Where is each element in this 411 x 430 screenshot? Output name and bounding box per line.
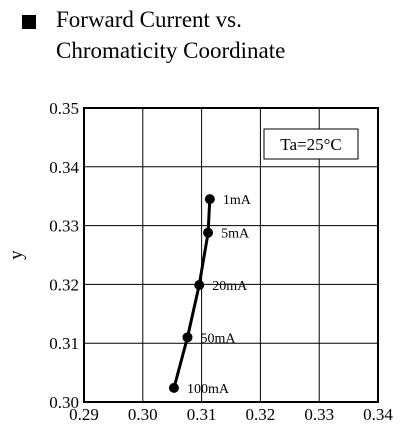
data-point-label: 1mA <box>223 193 252 208</box>
data-point-label: 50mA <box>200 331 236 346</box>
data-point <box>168 382 179 393</box>
title-line-1: Forward Current vs. <box>56 7 242 32</box>
data-point <box>203 227 214 238</box>
x-tick-label: 0.33 <box>304 405 334 424</box>
x-tick-label: 0.30 <box>128 405 158 424</box>
bullet-square-icon <box>22 15 36 29</box>
x-tick-label: 0.32 <box>246 405 276 424</box>
data-point <box>204 194 215 205</box>
data-point-label: 5mA <box>221 227 250 242</box>
data-point <box>182 332 193 343</box>
plot-frame <box>83 107 379 403</box>
annotation-text: Ta=25°C <box>280 135 341 154</box>
y-tick-label: 0.32 <box>49 275 79 294</box>
y-tick-label: 0.34 <box>49 158 79 177</box>
y-tick-label: 0.30 <box>49 393 79 412</box>
axis-ticks: 0.29 0.30 0.31 0.32 0.33 0.340.300.310.320.33… <box>49 99 393 424</box>
y-tick-label: 0.31 <box>49 334 79 353</box>
y-tick-label: 0.33 <box>49 217 79 236</box>
series-layer: 1mA 5mA 20mA 50mA 100mA <box>168 193 252 397</box>
condition-annotation: Ta=25°C <box>263 128 359 160</box>
y-axis-label: y <box>6 250 27 260</box>
series-line <box>172 199 212 389</box>
x-tick-label: 0.34 <box>363 405 393 424</box>
title-line-2: Chromaticity Coordinate <box>56 38 286 63</box>
data-point-label: 20mA <box>212 279 248 294</box>
x-tick-label: 0.31 <box>187 405 217 424</box>
data-point-label: 100mA <box>187 382 230 397</box>
annotation-box <box>263 128 359 160</box>
x-tick-label: 0.29 <box>69 405 99 424</box>
y-tick-label: 0.35 <box>49 99 79 118</box>
grid <box>84 108 378 402</box>
data-point <box>194 279 205 290</box>
